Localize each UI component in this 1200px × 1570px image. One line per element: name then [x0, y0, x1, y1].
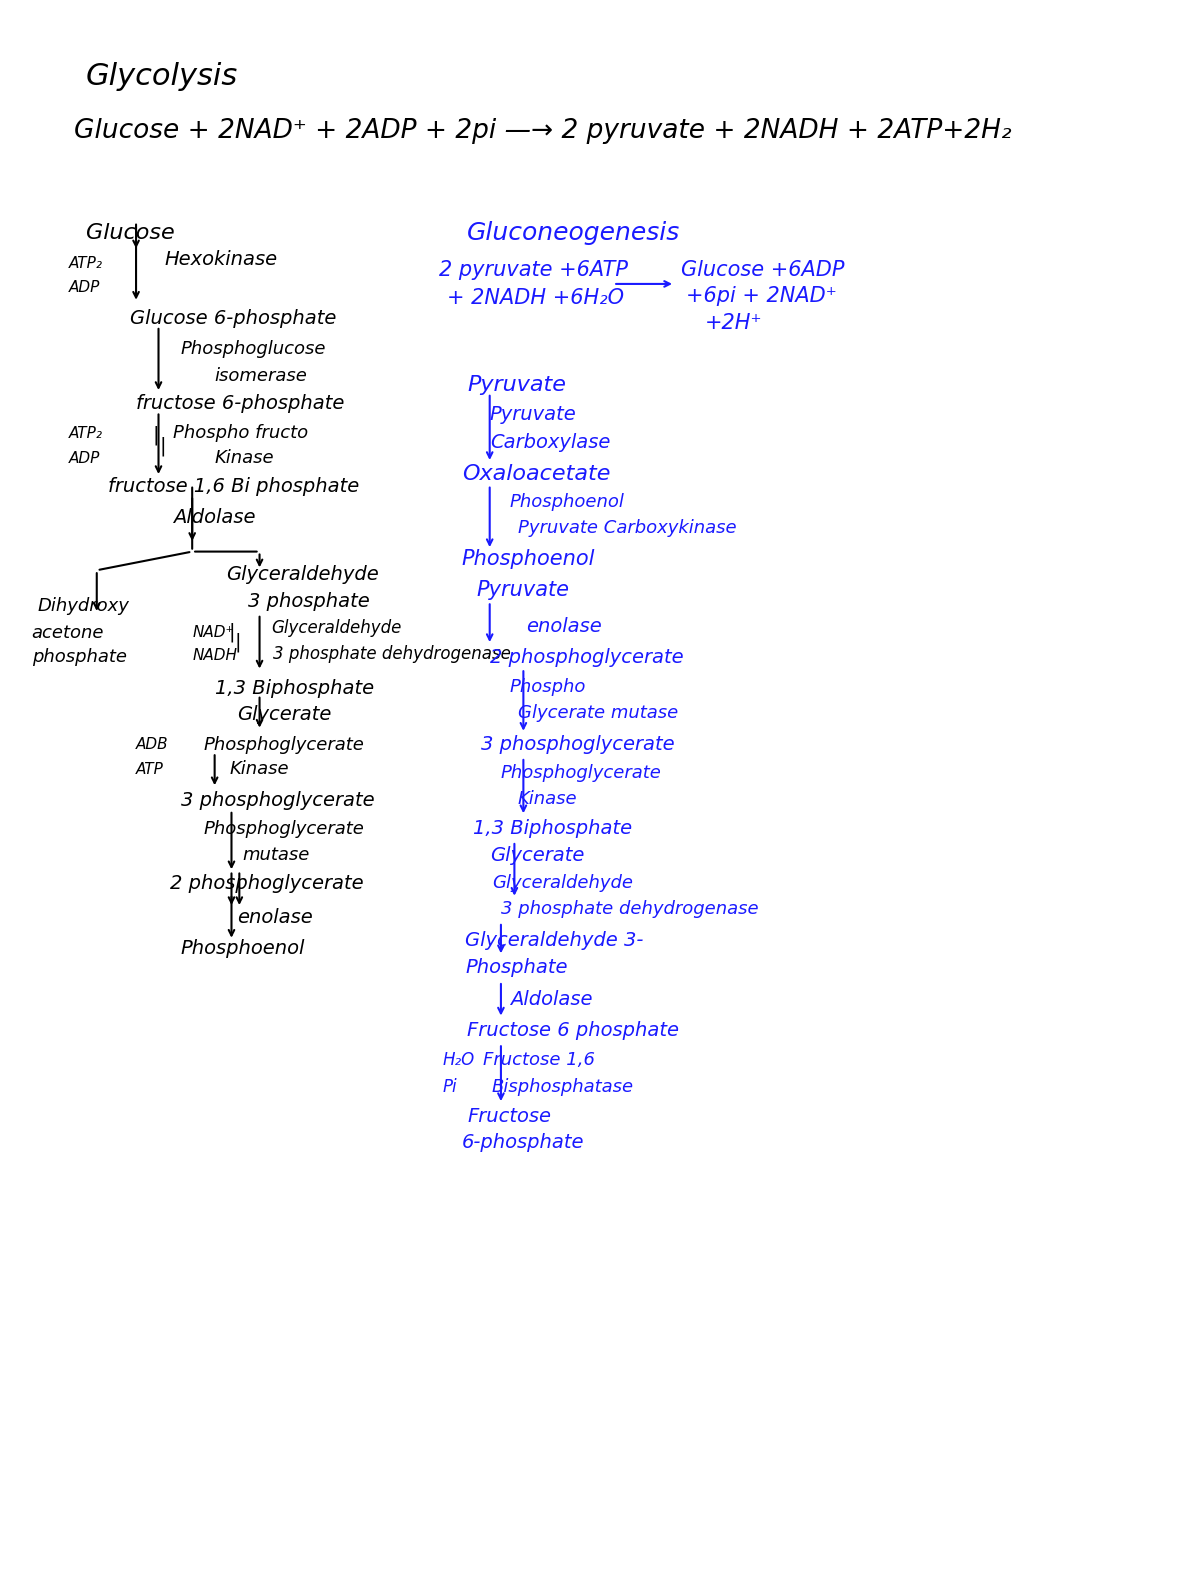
- Text: Kinase: Kinase: [215, 449, 275, 468]
- Text: Glyceraldehyde 3-: Glyceraldehyde 3-: [466, 931, 643, 950]
- Text: NAD⁺: NAD⁺: [192, 625, 234, 641]
- Text: Bisphosphatase: Bisphosphatase: [492, 1079, 634, 1096]
- Text: Gluconeogenesis: Gluconeogenesis: [467, 220, 680, 245]
- Text: Phosphoglycerate: Phosphoglycerate: [204, 735, 365, 754]
- Text: Aldolase: Aldolase: [173, 507, 256, 528]
- Text: Phosphate: Phosphate: [466, 958, 568, 977]
- Text: 2 pyruvate +6ATP: 2 pyruvate +6ATP: [439, 261, 628, 279]
- Text: fructose 1,6 Bi phosphate: fructose 1,6 Bi phosphate: [108, 477, 359, 496]
- Text: fructose 6-phosphate: fructose 6-phosphate: [136, 394, 344, 413]
- Text: 3 phosphoglycerate: 3 phosphoglycerate: [181, 791, 374, 810]
- Text: Pi: Pi: [443, 1079, 457, 1096]
- Text: Phospho: Phospho: [510, 678, 587, 696]
- Text: Pyruvate Carboxykinase: Pyruvate Carboxykinase: [517, 520, 737, 537]
- Text: Phosphoglucose: Phosphoglucose: [181, 341, 326, 358]
- Text: Phosphoenol: Phosphoenol: [181, 939, 305, 958]
- Text: Glycerate mutase: Glycerate mutase: [517, 705, 678, 722]
- Text: Hexokinase: Hexokinase: [164, 250, 277, 268]
- Text: Pyruvate: Pyruvate: [467, 375, 566, 396]
- Text: enolase: enolase: [238, 907, 313, 926]
- Text: H₂O: H₂O: [443, 1052, 475, 1069]
- Text: enolase: enolase: [526, 617, 601, 636]
- Text: isomerase: isomerase: [215, 367, 307, 385]
- Text: 1,3 Biphosphate: 1,3 Biphosphate: [215, 678, 373, 699]
- Text: ADP: ADP: [68, 279, 100, 295]
- Text: Aldolase: Aldolase: [510, 991, 593, 1010]
- Text: ATP: ATP: [136, 761, 164, 777]
- Text: 2 phosphoglycerate: 2 phosphoglycerate: [490, 648, 683, 667]
- Text: Glyceraldehyde: Glyceraldehyde: [226, 565, 379, 584]
- Text: 1,3 Biphosphate: 1,3 Biphosphate: [473, 820, 632, 838]
- Text: ADB: ADB: [136, 736, 169, 752]
- Text: |: |: [235, 633, 241, 652]
- Text: Dihydroxy: Dihydroxy: [37, 597, 130, 615]
- Text: ATP₂: ATP₂: [68, 425, 103, 441]
- Text: Pyruvate: Pyruvate: [476, 581, 569, 600]
- Text: 2 phosphoglycerate: 2 phosphoglycerate: [169, 873, 364, 892]
- Text: Glycerate: Glycerate: [490, 846, 584, 865]
- Text: Fructose 6 phosphate: Fructose 6 phosphate: [467, 1022, 679, 1041]
- Text: Kinase: Kinase: [229, 760, 289, 779]
- Text: Glucose + 2NAD⁺ + 2ADP + 2pi —→ 2 pyruvate + 2NADH + 2ATP+2H₂: Glucose + 2NAD⁺ + 2ADP + 2pi —→ 2 pyruva…: [74, 118, 1012, 144]
- Text: Phosphoglycerate: Phosphoglycerate: [204, 820, 365, 837]
- Text: Phosphoglycerate: Phosphoglycerate: [500, 763, 662, 782]
- Text: +6pi + 2NAD⁺: +6pi + 2NAD⁺: [686, 286, 836, 306]
- Text: ATP₂: ATP₂: [68, 256, 103, 272]
- Text: acetone: acetone: [31, 623, 104, 642]
- Text: 3 phosphate: 3 phosphate: [248, 592, 370, 611]
- Text: Glucose +6ADP: Glucose +6ADP: [680, 261, 844, 279]
- Text: Glycolysis: Glycolysis: [85, 63, 238, 91]
- Text: Fructose: Fructose: [467, 1107, 551, 1126]
- Text: Glycerate: Glycerate: [238, 705, 331, 724]
- Text: +2H⁺: +2H⁺: [706, 312, 763, 333]
- Text: |: |: [160, 436, 167, 455]
- Text: 3 phosphate dehydrogenase: 3 phosphate dehydrogenase: [274, 645, 511, 663]
- Text: Glyceraldehyde: Glyceraldehyde: [492, 874, 632, 892]
- Text: Phospho fructo: Phospho fructo: [173, 424, 308, 443]
- Text: Phosphoenol: Phosphoenol: [462, 550, 595, 570]
- Text: ADP: ADP: [68, 451, 100, 466]
- Text: phosphate: phosphate: [31, 648, 127, 666]
- Text: Glucose 6-phosphate: Glucose 6-phosphate: [131, 309, 337, 328]
- Text: Oxaloacetate: Oxaloacetate: [462, 463, 610, 484]
- Text: Kinase: Kinase: [517, 790, 577, 809]
- Text: Carboxylase: Carboxylase: [490, 433, 610, 452]
- Text: 3 phosphoglycerate: 3 phosphoglycerate: [481, 735, 674, 754]
- Text: |: |: [152, 425, 160, 444]
- Text: Fructose 1,6: Fructose 1,6: [482, 1052, 595, 1069]
- Text: Glucose: Glucose: [85, 223, 174, 243]
- Text: |: |: [228, 623, 235, 642]
- Text: Pyruvate: Pyruvate: [490, 405, 576, 424]
- Text: mutase: mutase: [242, 846, 310, 864]
- Text: + 2NADH +6H₂O: + 2NADH +6H₂O: [448, 287, 624, 308]
- Text: 6-phosphate: 6-phosphate: [462, 1134, 584, 1152]
- Text: Phosphoenol: Phosphoenol: [510, 493, 625, 510]
- Text: NADH: NADH: [192, 648, 238, 664]
- Text: 3 phosphate dehydrogenase: 3 phosphate dehydrogenase: [500, 901, 758, 918]
- Text: Glyceraldehyde: Glyceraldehyde: [271, 619, 401, 637]
